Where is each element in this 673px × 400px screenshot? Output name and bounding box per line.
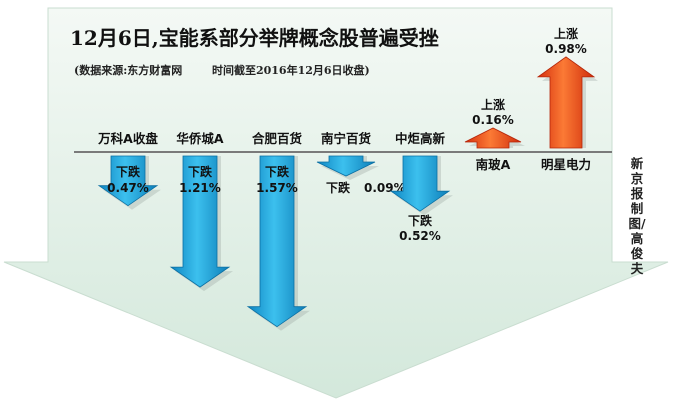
category-label: 万科A收盘 [97,131,158,146]
value-label: 1.21% [179,181,221,195]
value-label: 1.57% [256,181,298,195]
source-text: (数据来源:东方财富网 [74,64,183,77]
category-label: 南宁百货 [321,131,372,146]
chart-title: 12月6日,宝能系部分举牌概念股普遍受挫 [70,26,439,50]
category-label: 中炬高新 [395,131,446,146]
value-label: 0.98% [545,42,587,56]
value-label: 0.47% [107,181,149,195]
value-label-prefix: 上涨 [554,26,578,41]
category-label: 华侨城A [176,131,224,146]
value-label-prefix: 下跌 [188,164,213,179]
down-arrow-bar [246,155,308,328]
category-label: 明星电力 [541,157,591,172]
value-label-prefix: 下跌 [408,213,433,228]
category-label: 合肥百货 [252,131,303,146]
down-arrow-bar [316,155,376,177]
value-label: 0.16% [472,113,514,127]
down-arrow-bar [169,155,231,288]
category-label: 南玻A [476,157,511,172]
up-arrow-bar [464,127,522,149]
value-label-prefix: 下跌 [265,164,290,179]
background-big-arrow [3,7,669,399]
value-label: 0.52% [399,229,441,243]
cutoff-text: 时间截至2016年12月6日收盘) [211,64,370,77]
data-source-note: (数据来源:东方财富网 时间截至2016年12月6日收盘) [74,62,370,78]
down-arrow-bar [97,155,159,207]
value-label-prefix: 上涨 [481,97,505,112]
down-arrow-bar [389,155,451,212]
up-arrow-bar [536,56,596,149]
credit-text: 新京报制图/高俊夫 [628,156,646,276]
value-label-prefix: 下跌 [326,180,351,195]
value-label-prefix: 下跌 [116,164,141,179]
